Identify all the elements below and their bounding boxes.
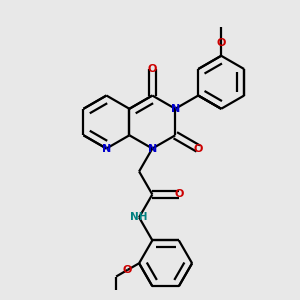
Text: O: O (123, 265, 132, 275)
Text: O: O (148, 64, 157, 74)
Text: O: O (194, 143, 203, 154)
Text: N: N (102, 143, 111, 154)
Text: O: O (217, 38, 226, 47)
Text: O: O (174, 189, 184, 200)
Text: N: N (148, 143, 157, 154)
Text: N: N (171, 104, 180, 114)
Text: NH: NH (130, 212, 148, 222)
